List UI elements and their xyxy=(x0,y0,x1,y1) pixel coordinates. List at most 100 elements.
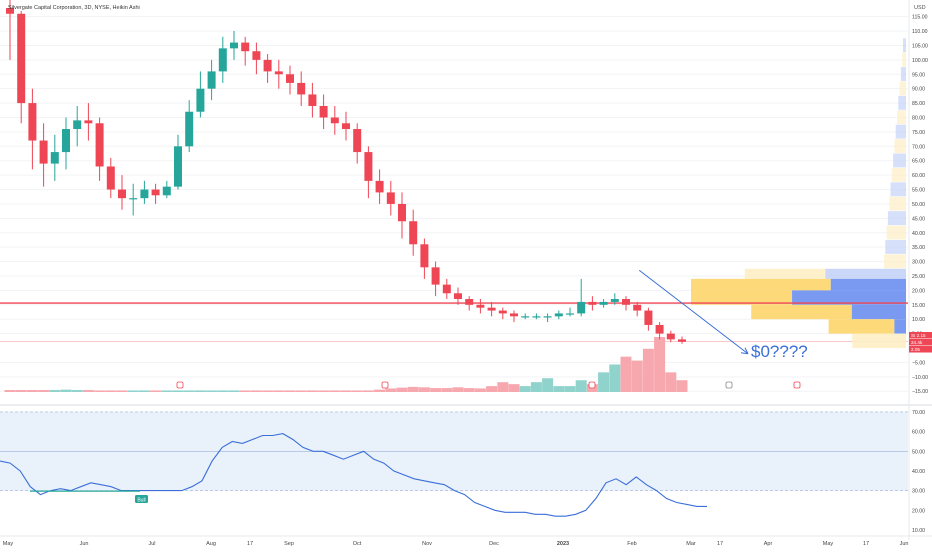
candle-body[interactable] xyxy=(174,146,182,187)
candle-body[interactable] xyxy=(510,313,518,317)
candle-body[interactable] xyxy=(252,51,261,60)
candle-body[interactable] xyxy=(386,192,395,204)
candle-body[interactable] xyxy=(577,301,586,314)
candle-body[interactable] xyxy=(274,71,283,75)
candle-body[interactable] xyxy=(375,180,384,193)
profile-bar-down xyxy=(851,304,906,320)
candle-body[interactable] xyxy=(554,313,563,317)
chart-title: Silvergate Capital Corporation, 3D, NYSE… xyxy=(8,5,140,11)
candle-body[interactable] xyxy=(241,42,250,52)
candle-body[interactable] xyxy=(28,103,37,141)
rsi-tick-label: 20.00 xyxy=(912,508,925,514)
price-badge[interactable] xyxy=(909,346,932,353)
volume-bar xyxy=(362,390,374,392)
event-marker[interactable] xyxy=(793,381,801,389)
candle-body[interactable] xyxy=(476,304,485,308)
candle-body[interactable] xyxy=(532,316,541,318)
candle-body[interactable] xyxy=(230,42,238,49)
candle-body[interactable] xyxy=(521,316,530,318)
candle-body[interactable] xyxy=(263,59,272,72)
candle-body[interactable] xyxy=(196,88,205,112)
volume-bar xyxy=(631,360,643,392)
time-tick-label: May xyxy=(823,541,834,547)
candle-body[interactable] xyxy=(409,221,418,245)
rsi-bull-badge[interactable] xyxy=(135,495,148,503)
volume-bar xyxy=(519,386,531,392)
candle-body[interactable] xyxy=(342,123,350,130)
candle-body[interactable] xyxy=(151,189,160,196)
price-badge-label: SI 2.15 xyxy=(911,333,926,338)
volume-bar xyxy=(385,388,397,392)
candle-body[interactable] xyxy=(118,189,126,199)
volume-bar xyxy=(38,390,50,392)
candle-body[interactable] xyxy=(454,293,462,300)
candle-body[interactable] xyxy=(73,120,82,130)
event-marker[interactable] xyxy=(176,381,184,389)
candle-body[interactable] xyxy=(17,13,26,104)
price-tick-label: 80.00 xyxy=(912,115,925,121)
candle-body[interactable] xyxy=(442,284,451,294)
candle-body[interactable] xyxy=(95,123,104,167)
candle-body[interactable] xyxy=(39,140,48,164)
candle-body[interactable] xyxy=(353,129,362,153)
profile-bar-down xyxy=(792,290,906,305)
candle-body[interactable] xyxy=(286,74,294,83)
candle-body[interactable] xyxy=(610,299,619,302)
price-tick-label: 65.00 xyxy=(912,159,925,165)
candle-body[interactable] xyxy=(50,152,59,164)
annotation-text[interactable]: $0???? xyxy=(751,342,808,361)
candle-body[interactable] xyxy=(644,310,653,325)
rsi-line[interactable] xyxy=(0,433,707,517)
rsi-tick-label: 70.00 xyxy=(912,410,925,416)
candle-body[interactable] xyxy=(330,117,339,124)
candle-body[interactable] xyxy=(84,120,93,124)
candle-body[interactable] xyxy=(678,339,686,342)
candle-body[interactable] xyxy=(297,82,306,95)
candle-body[interactable] xyxy=(207,71,216,89)
candle-body[interactable] xyxy=(6,8,14,14)
price-tick-label: 10.00 xyxy=(912,317,925,323)
price-badge[interactable] xyxy=(909,339,932,346)
price-tick-label: 90.00 xyxy=(912,87,925,93)
candle-body[interactable] xyxy=(140,189,149,199)
candle-body[interactable] xyxy=(622,299,630,305)
volume-bar xyxy=(486,386,498,392)
candle-body[interactable] xyxy=(420,244,429,268)
event-marker[interactable] xyxy=(381,381,389,389)
candle-body[interactable] xyxy=(666,333,675,340)
candle-body[interactable] xyxy=(431,267,440,285)
candle-body[interactable] xyxy=(543,316,552,318)
event-marker[interactable] xyxy=(725,381,733,389)
profile-bar-faint xyxy=(893,153,906,168)
candle-body[interactable] xyxy=(465,299,474,305)
candle-body[interactable] xyxy=(308,94,317,106)
candle-body[interactable] xyxy=(218,48,227,72)
candle-body[interactable] xyxy=(106,166,115,190)
candle-body[interactable] xyxy=(498,310,507,314)
price-badge[interactable] xyxy=(909,332,932,339)
candle-body[interactable] xyxy=(129,198,138,200)
volume-bar xyxy=(351,390,363,392)
arrow-head xyxy=(740,347,749,355)
event-marker[interactable] xyxy=(588,381,596,389)
price-badge-label: 2.05 xyxy=(911,347,920,352)
candle-body[interactable] xyxy=(566,313,574,315)
candle-body[interactable] xyxy=(62,129,70,153)
candle-body[interactable] xyxy=(364,152,373,181)
candle-body[interactable] xyxy=(655,324,664,334)
candle-body[interactable] xyxy=(599,301,608,305)
candle-body[interactable] xyxy=(398,203,406,222)
volume-bar xyxy=(676,380,688,392)
price-tick-label: −5.00 xyxy=(912,360,925,366)
candle-body[interactable] xyxy=(319,105,328,118)
candle-body[interactable] xyxy=(633,304,642,311)
candle-body[interactable] xyxy=(588,301,597,305)
trend-arrow[interactable] xyxy=(638,269,749,355)
candle-body[interactable] xyxy=(162,186,171,196)
candle-body[interactable] xyxy=(185,111,194,147)
volume-bar xyxy=(609,364,621,392)
time-tick-label: Jun xyxy=(900,541,909,547)
candle-body[interactable] xyxy=(487,307,496,311)
